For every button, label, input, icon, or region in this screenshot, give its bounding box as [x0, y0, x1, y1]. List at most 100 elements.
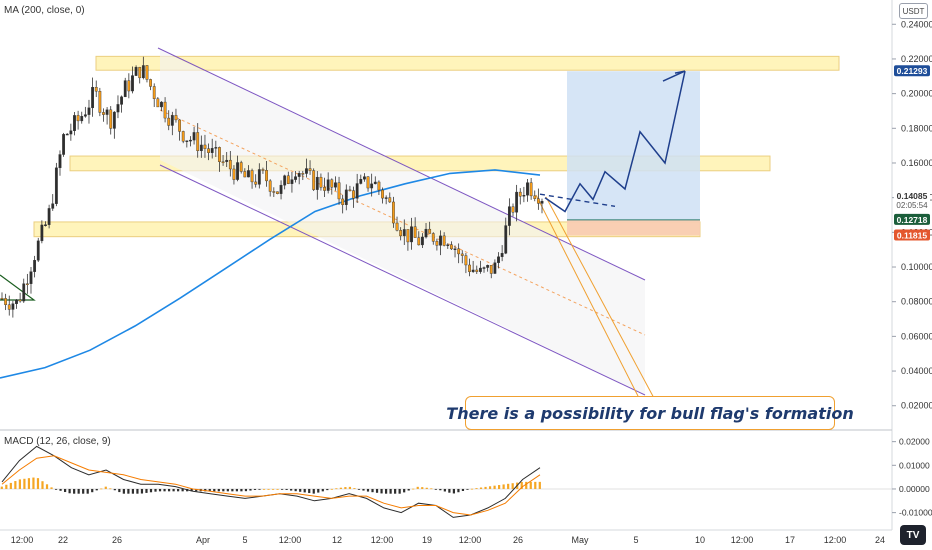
- candle-body: [199, 144, 203, 152]
- macd-histogram-bar: [421, 487, 424, 489]
- candle-body: [286, 175, 290, 184]
- candle-body: [134, 66, 138, 76]
- candle-body: [131, 75, 134, 92]
- candle-body: [522, 194, 526, 197]
- candle-body: [460, 253, 464, 256]
- candle-body: [395, 222, 399, 231]
- candle-body: [120, 96, 123, 105]
- macd-histogram-bar: [253, 488, 257, 490]
- macd-histogram-bar: [167, 488, 171, 492]
- tradingview-logo-icon[interactable]: TV: [900, 525, 926, 545]
- time-tick-label: 19: [422, 535, 432, 545]
- macd-indicator-label[interactable]: MACD (12, 26, close, 9): [4, 436, 111, 447]
- macd-tick-label: 0.00000: [899, 484, 930, 494]
- candle-body: [4, 298, 8, 305]
- candle-body: [62, 134, 66, 155]
- candle-body: [239, 162, 243, 172]
- macd-histogram-bar: [82, 488, 85, 494]
- price-label-value: 0.21293: [897, 66, 928, 76]
- macd-histogram-bar: [484, 486, 487, 489]
- candle-body: [500, 253, 504, 257]
- macd-histogram-bar: [91, 488, 94, 493]
- macd-histogram-bar: [479, 487, 483, 489]
- macd-histogram-bar: [308, 488, 311, 494]
- macd-histogram-bar: [177, 488, 180, 492]
- macd-histogram-bar: [321, 488, 324, 492]
- macd-histogram-bar: [430, 488, 433, 490]
- candle-body: [189, 139, 192, 142]
- macd-histogram-bar: [403, 488, 406, 493]
- channel-lower-line: [159, 164, 646, 396]
- candle-body: [261, 169, 265, 171]
- macd-histogram-bar: [394, 488, 397, 494]
- macd-histogram-bar: [457, 488, 460, 493]
- macd-histogram-bar: [348, 486, 352, 489]
- macd-histogram-bar: [95, 488, 98, 491]
- annotation-callout[interactable]: There is a possibility for bull flag's f…: [446, 396, 854, 430]
- candle-body: [127, 80, 131, 92]
- candle-body: [250, 170, 254, 183]
- candle-body: [526, 182, 529, 196]
- candle-body: [145, 65, 149, 80]
- macd-histogram-bar: [23, 478, 26, 489]
- macd-histogram-bar: [208, 488, 211, 492]
- candle-body: [533, 195, 537, 199]
- candle-body: [518, 191, 522, 197]
- candle-body: [449, 244, 453, 250]
- candles-layer[interactable]: [0, 56, 544, 318]
- price-tick-label: 0.06000: [901, 331, 932, 341]
- candle-body: [384, 197, 388, 199]
- macd-histogram-bar: [412, 488, 415, 490]
- candle-body: [218, 147, 221, 162]
- candle-body: [272, 191, 276, 193]
- macd-histogram-bar: [488, 486, 492, 489]
- channel-fill: [160, 50, 645, 395]
- macd-tick-label: -0.01000: [899, 508, 932, 518]
- macd-histogram-bar: [389, 488, 392, 494]
- macd-histogram-bar: [511, 483, 514, 489]
- price-tick-label: 0.10000: [901, 262, 932, 272]
- candle-body: [265, 170, 268, 182]
- price-tick-label: 0.22000: [901, 54, 932, 64]
- price-label-value: 0.12718: [897, 215, 928, 225]
- candle-body: [91, 87, 95, 109]
- candle-body: [80, 116, 84, 122]
- macd-histogram-bar: [443, 488, 446, 492]
- candle-body: [341, 198, 345, 205]
- candle-body: [421, 236, 424, 246]
- macd-histogram-bar: [475, 488, 478, 489]
- candle-body: [116, 104, 120, 113]
- candle-body: [152, 86, 156, 99]
- currency-badge[interactable]: USDT: [899, 3, 928, 19]
- candle-body: [279, 184, 283, 194]
- candle-body: [417, 237, 421, 246]
- macd-layer: [0, 445, 892, 518]
- ma-indicator-label[interactable]: MA (200, close, 0): [4, 5, 85, 16]
- macd-histogram-bar: [380, 488, 383, 494]
- stop-box: [567, 219, 700, 236]
- candle-body: [40, 224, 44, 242]
- time-tick-label: 22: [58, 535, 68, 545]
- price-label-countdown: 02:05:54: [896, 201, 928, 210]
- candle-body: [18, 299, 22, 302]
- time-tick-label: 5: [633, 535, 638, 545]
- candle-body: [203, 144, 207, 149]
- candle-body: [294, 176, 297, 180]
- time-tick-label: 17: [785, 535, 795, 545]
- candle-body: [348, 189, 352, 192]
- candle-body: [149, 79, 152, 87]
- price-tick-label: 0.04000: [901, 366, 932, 376]
- candle-body: [388, 197, 392, 203]
- candle-body: [381, 189, 384, 199]
- macd-histogram-bar: [36, 478, 40, 489]
- candle-body: [435, 241, 439, 246]
- macd-histogram-bar: [398, 488, 401, 494]
- candle-body: [254, 181, 258, 185]
- candle-body: [482, 267, 486, 269]
- macd-histogram-bar: [100, 488, 103, 490]
- macd-histogram-bar: [498, 485, 501, 489]
- macd-histogram-bar: [41, 481, 44, 489]
- candle-body: [323, 187, 326, 191]
- macd-histogram-bar: [158, 488, 162, 492]
